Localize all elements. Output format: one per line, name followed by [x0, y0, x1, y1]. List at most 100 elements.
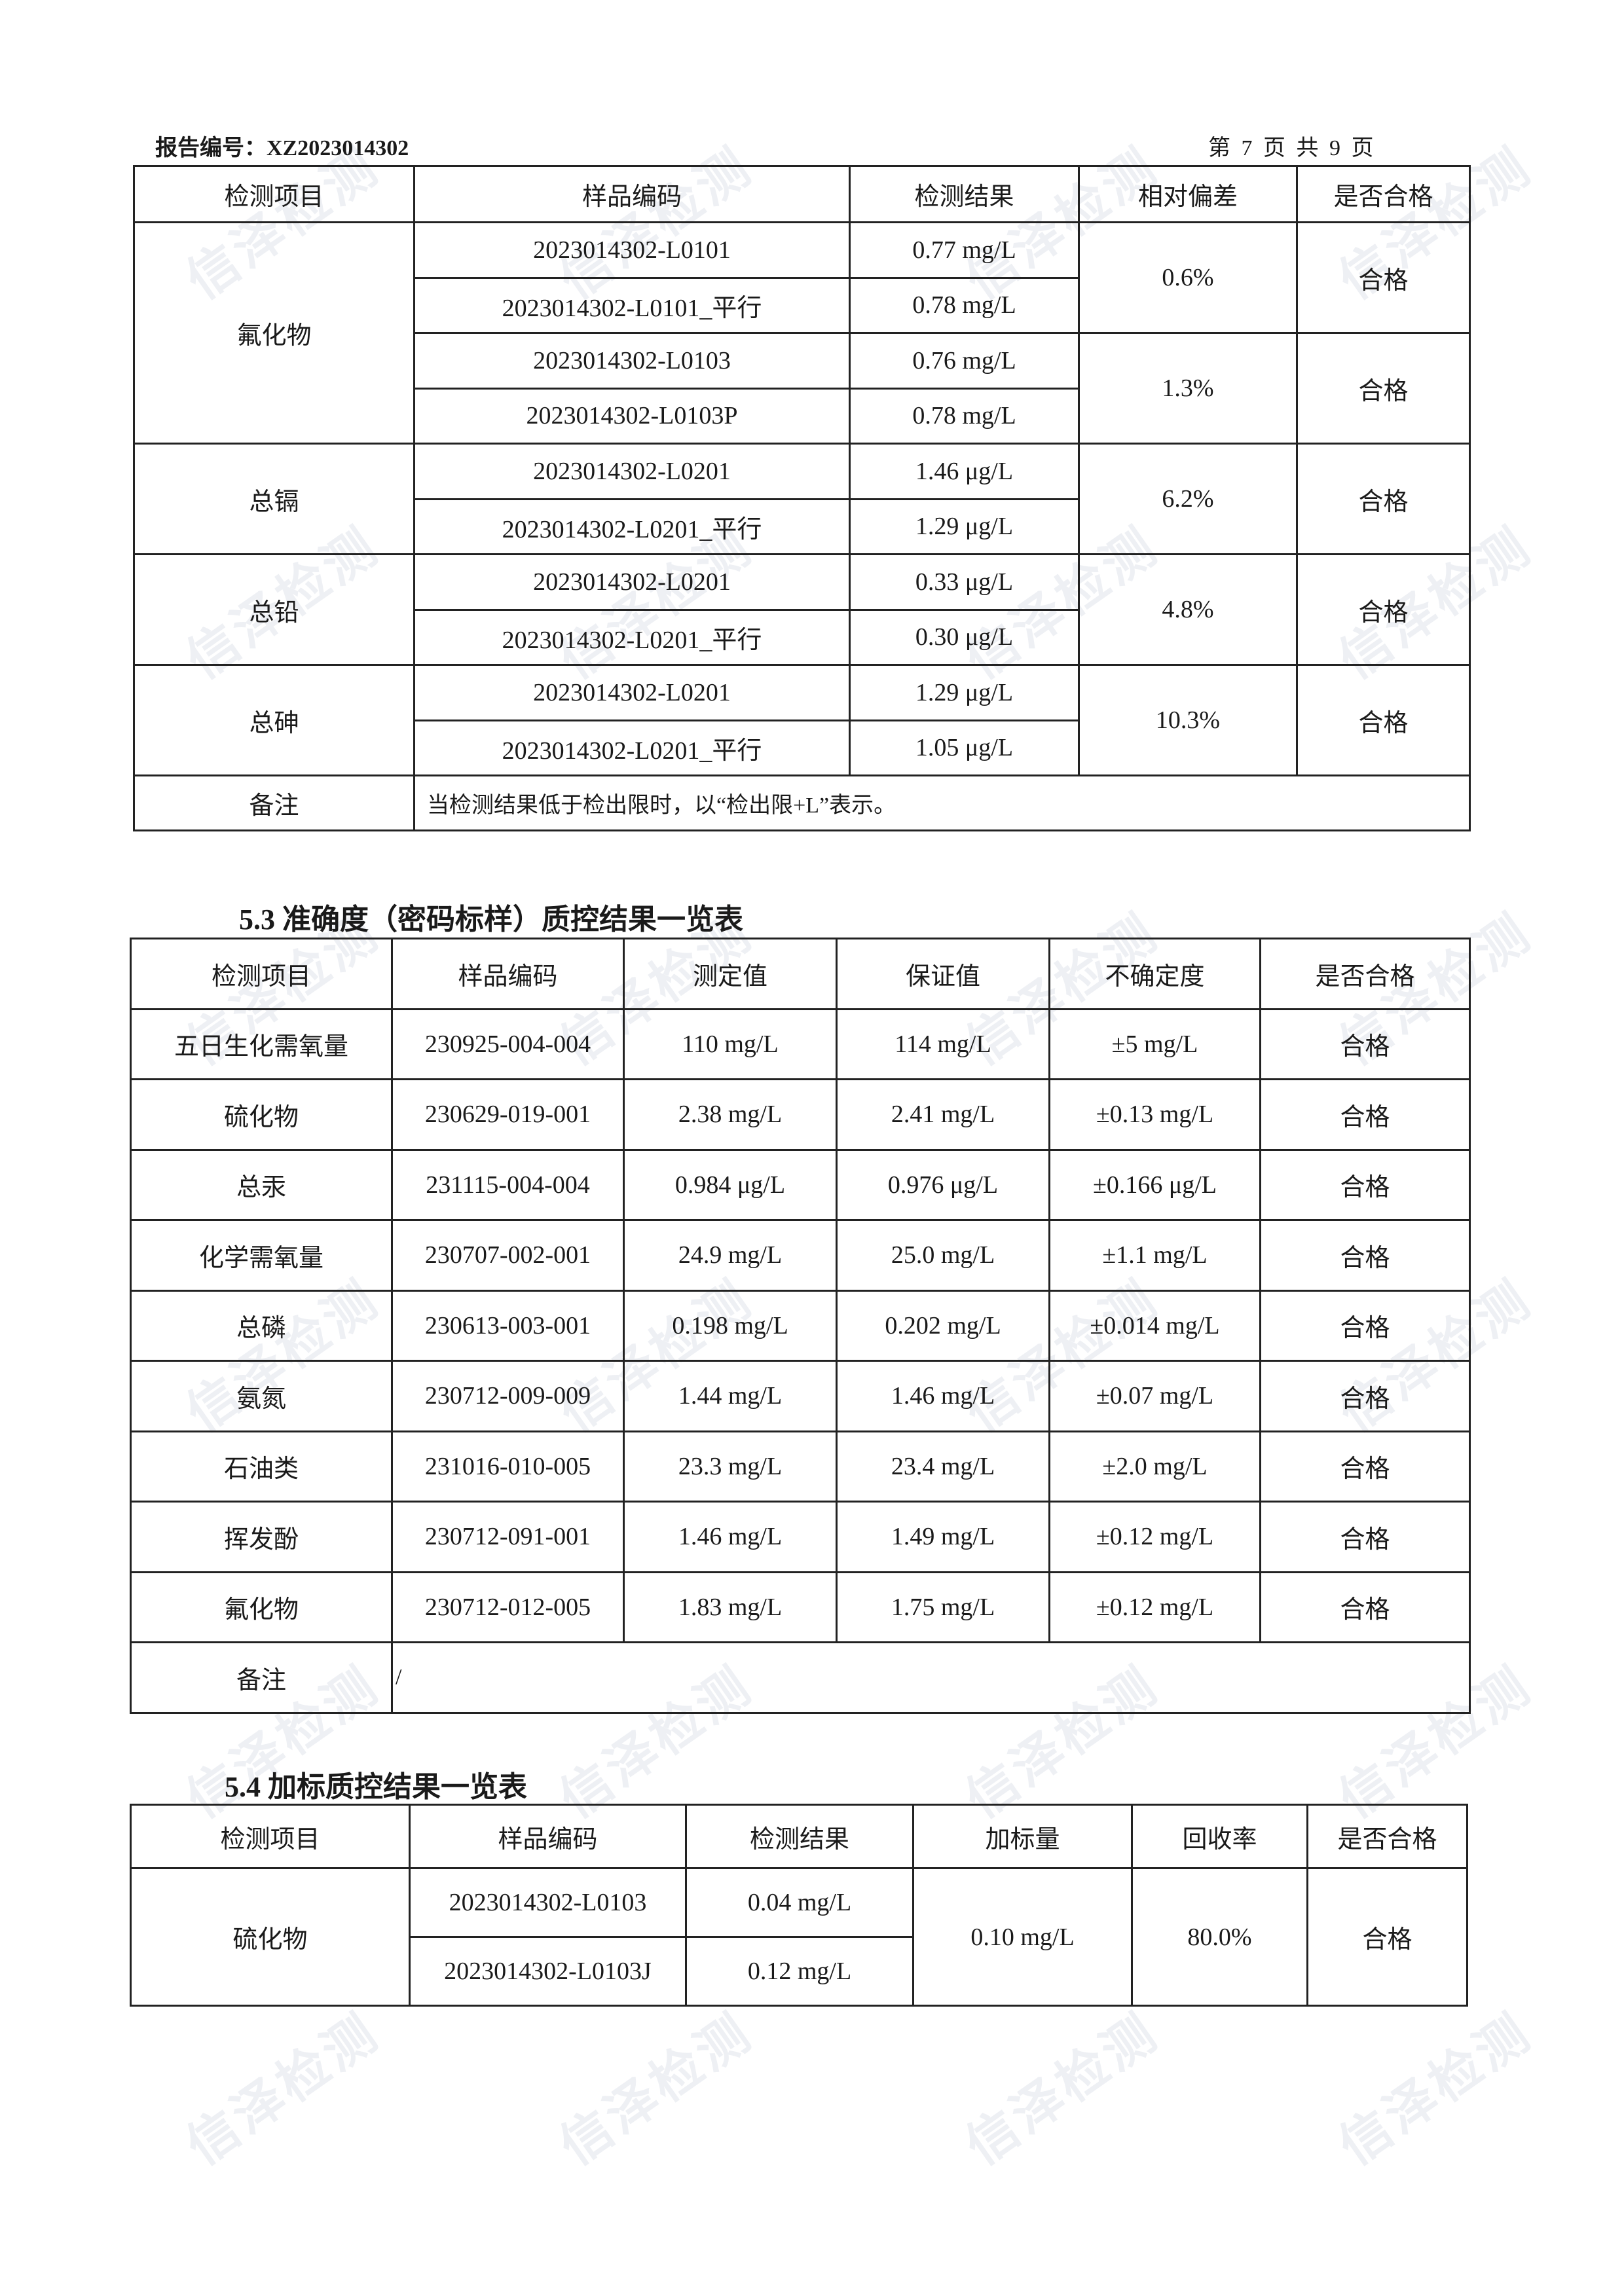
test-item: 化学需氧量 [130, 1219, 393, 1292]
pass-status: 合格 [1259, 1008, 1471, 1080]
column-header: 是否合格 [1296, 165, 1471, 223]
test-result: 0.33 μg/L [849, 553, 1080, 611]
pass-status: 合格 [1259, 1430, 1471, 1503]
measured-value: 110 mg/L [623, 1008, 838, 1080]
sample-code: 230629-019-001 [391, 1078, 625, 1151]
column-header: 是否合格 [1259, 938, 1471, 1010]
test-result: 0.77 mg/L [849, 221, 1080, 279]
certified-value: 1.75 mg/L [836, 1571, 1050, 1643]
sample-code: 2023014302-L0201_平行 [413, 719, 851, 776]
test-result: 1.05 μg/L [849, 719, 1080, 776]
sample-code: 2023014302-L0103P [413, 387, 851, 445]
table-row: 氟化物 2023014302-L0101 0.77 mg/L 0.6% 合格 [133, 221, 1471, 445]
uncertainty: ±2.0 mg/L [1048, 1430, 1261, 1503]
test-result: 0.04 mg/L [685, 1867, 914, 1938]
column-header: 保证值 [836, 938, 1050, 1010]
test-result: 0.78 mg/L [849, 276, 1080, 334]
pass-status: 合格 [1296, 553, 1471, 666]
table-row: 硫化物 2023014302-L0103 0.04 mg/L 0.10 mg/L 80.… [130, 1867, 1468, 2007]
sample-code: 2023014302-L0101 [413, 221, 851, 279]
pass-status: 合格 [1259, 1571, 1471, 1643]
column-header: 测定值 [623, 938, 838, 1010]
table-row: 氟化物 230712-012-005 1.83 mg/L 1.75 mg/L ±0.12… [130, 1571, 1471, 1643]
sample-code: 2023014302-L0103 [413, 332, 851, 390]
test-item: 总磷 [130, 1289, 393, 1362]
test-item: 氨氮 [130, 1360, 393, 1432]
test-item: 挥发酚 [130, 1501, 393, 1573]
column-header: 加标量 [912, 1804, 1133, 1869]
remark-label: 备注 [133, 774, 415, 831]
uncertainty: ±5 mg/L [1048, 1008, 1261, 1080]
test-result: 1.29 μg/L [849, 498, 1080, 555]
uncertainty: ±0.07 mg/L [1048, 1360, 1261, 1432]
page-info: 第 7 页 共 9 页 [1208, 136, 1376, 160]
table-row: 检测项目 样品编码 检测结果 相对偏差 是否合格 [133, 165, 1471, 223]
column-header: 样品编码 [409, 1804, 687, 1869]
report-number-value: XZ2023014302 [267, 136, 409, 160]
uncertainty: ±0.12 mg/L [1048, 1501, 1261, 1573]
column-header: 检测结果 [849, 165, 1080, 223]
test-item: 氟化物 [130, 1571, 393, 1643]
table-row: 总砷 2023014302-L0201 1.29 μg/L 10.3% 合格 [133, 664, 1471, 776]
test-result: 1.46 μg/L [849, 443, 1080, 500]
recovery-rate: 80.0% [1131, 1867, 1308, 2007]
remark-text: / [391, 1641, 1471, 1714]
spike-table: 检测项目 样品编码 检测结果 加标量 回收率 是否合格 硫化物 2023014302-L010… [130, 1804, 1468, 2007]
sample-code: 2023014302-L0101_平行 [413, 276, 851, 334]
report-number-label: 报告编号： [155, 136, 267, 160]
column-header: 相对偏差 [1078, 165, 1298, 223]
table-row: 总铅 2023014302-L0201 0.33 μg/L 4.8% 合格 [133, 553, 1471, 666]
uncertainty: ±0.166 μg/L [1048, 1148, 1261, 1221]
sample-code: 2023014302-L0201 [413, 443, 851, 500]
measured-value: 0.984 μg/L [623, 1148, 838, 1221]
table-row: 总镉 2023014302-L0201 1.46 μg/L 6.2% 合格 [133, 443, 1471, 555]
sample-code: 2023014302-L0201 [413, 664, 851, 721]
watermark-text: 信泽检测 [176, 2003, 390, 2176]
table-row: 2023014302-L0103P 0.78 mg/L [134, 387, 1470, 445]
table-row: 2023014302-L0201_平行 1.05 μg/L [134, 719, 1470, 776]
sample-code: 2023014302-L0201_平行 [413, 608, 851, 666]
table-row: 总磷 230613-003-001 0.198 mg/L 0.202 mg/L ±0.0… [130, 1289, 1471, 1362]
precision-table: 检测项目 样品编码 检测结果 相对偏差 是否合格 氟化物 2023014302-L0101 0… [133, 165, 1471, 831]
test-result: 1.29 μg/L [849, 664, 1080, 721]
pass-status: 合格 [1296, 221, 1471, 334]
test-result: 0.30 μg/L [849, 608, 1080, 666]
pass-status: 合格 [1306, 1867, 1468, 2007]
certified-value: 114 mg/L [836, 1008, 1050, 1080]
watermark-text: 信泽检测 [955, 2003, 1169, 2176]
table-row: 备注 / [130, 1641, 1471, 1714]
table-row: 2023014302-L0201_平行 1.29 μg/L [134, 498, 1470, 555]
table-row: 硫化物 230629-019-001 2.38 mg/L 2.41 mg/L ±0.13… [130, 1078, 1471, 1151]
uncertainty: ±0.014 mg/L [1048, 1289, 1261, 1362]
sample-code: 2023014302-L0103J [409, 1936, 687, 2007]
relative-deviation: 0.6% [1078, 221, 1298, 334]
pass-status: 合格 [1259, 1360, 1471, 1432]
sample-code: 230712-091-001 [391, 1501, 625, 1573]
spike-amount: 0.10 mg/L [912, 1867, 1133, 2007]
table-row: 化学需氧量 230707-002-001 24.9 mg/L 25.0 mg/L ±1.… [130, 1219, 1471, 1292]
measured-value: 0.198 mg/L [623, 1289, 838, 1362]
measured-value: 1.83 mg/L [623, 1571, 838, 1643]
pass-status: 合格 [1259, 1289, 1471, 1362]
column-header: 检测项目 [133, 165, 415, 223]
certified-value: 2.41 mg/L [836, 1078, 1050, 1151]
test-item: 总镉 [133, 443, 415, 555]
uncertainty: ±1.1 mg/L [1048, 1219, 1261, 1292]
column-header: 是否合格 [1306, 1804, 1468, 1869]
sample-code: 230925-004-004 [391, 1008, 625, 1080]
certified-value: 1.46 mg/L [836, 1360, 1050, 1432]
column-header: 检测项目 [130, 938, 393, 1010]
sample-code: 230707-002-001 [391, 1219, 625, 1292]
table-row: 备注 当检测结果低于检出限时，以“检出限+L”表示。 [133, 774, 1471, 831]
measured-value: 2.38 mg/L [623, 1078, 838, 1151]
test-item: 硫化物 [130, 1078, 393, 1151]
pass-status: 合格 [1259, 1148, 1471, 1221]
table-row: 总汞 231115-004-004 0.984 μg/L 0.976 μg/L ±0.1… [130, 1148, 1471, 1221]
measured-value: 1.46 mg/L [623, 1501, 838, 1573]
sample-code: 231115-004-004 [391, 1148, 625, 1221]
sample-code: 2023014302-L0201_平行 [413, 498, 851, 555]
remark-label: 备注 [130, 1641, 393, 1714]
accuracy-table: 检测项目 样品编码 测定值 保证值 不确定度 是否合格 五日生化需氧量 230925-004-… [130, 938, 1471, 1714]
column-header: 不确定度 [1048, 938, 1261, 1010]
measured-value: 1.44 mg/L [623, 1360, 838, 1432]
